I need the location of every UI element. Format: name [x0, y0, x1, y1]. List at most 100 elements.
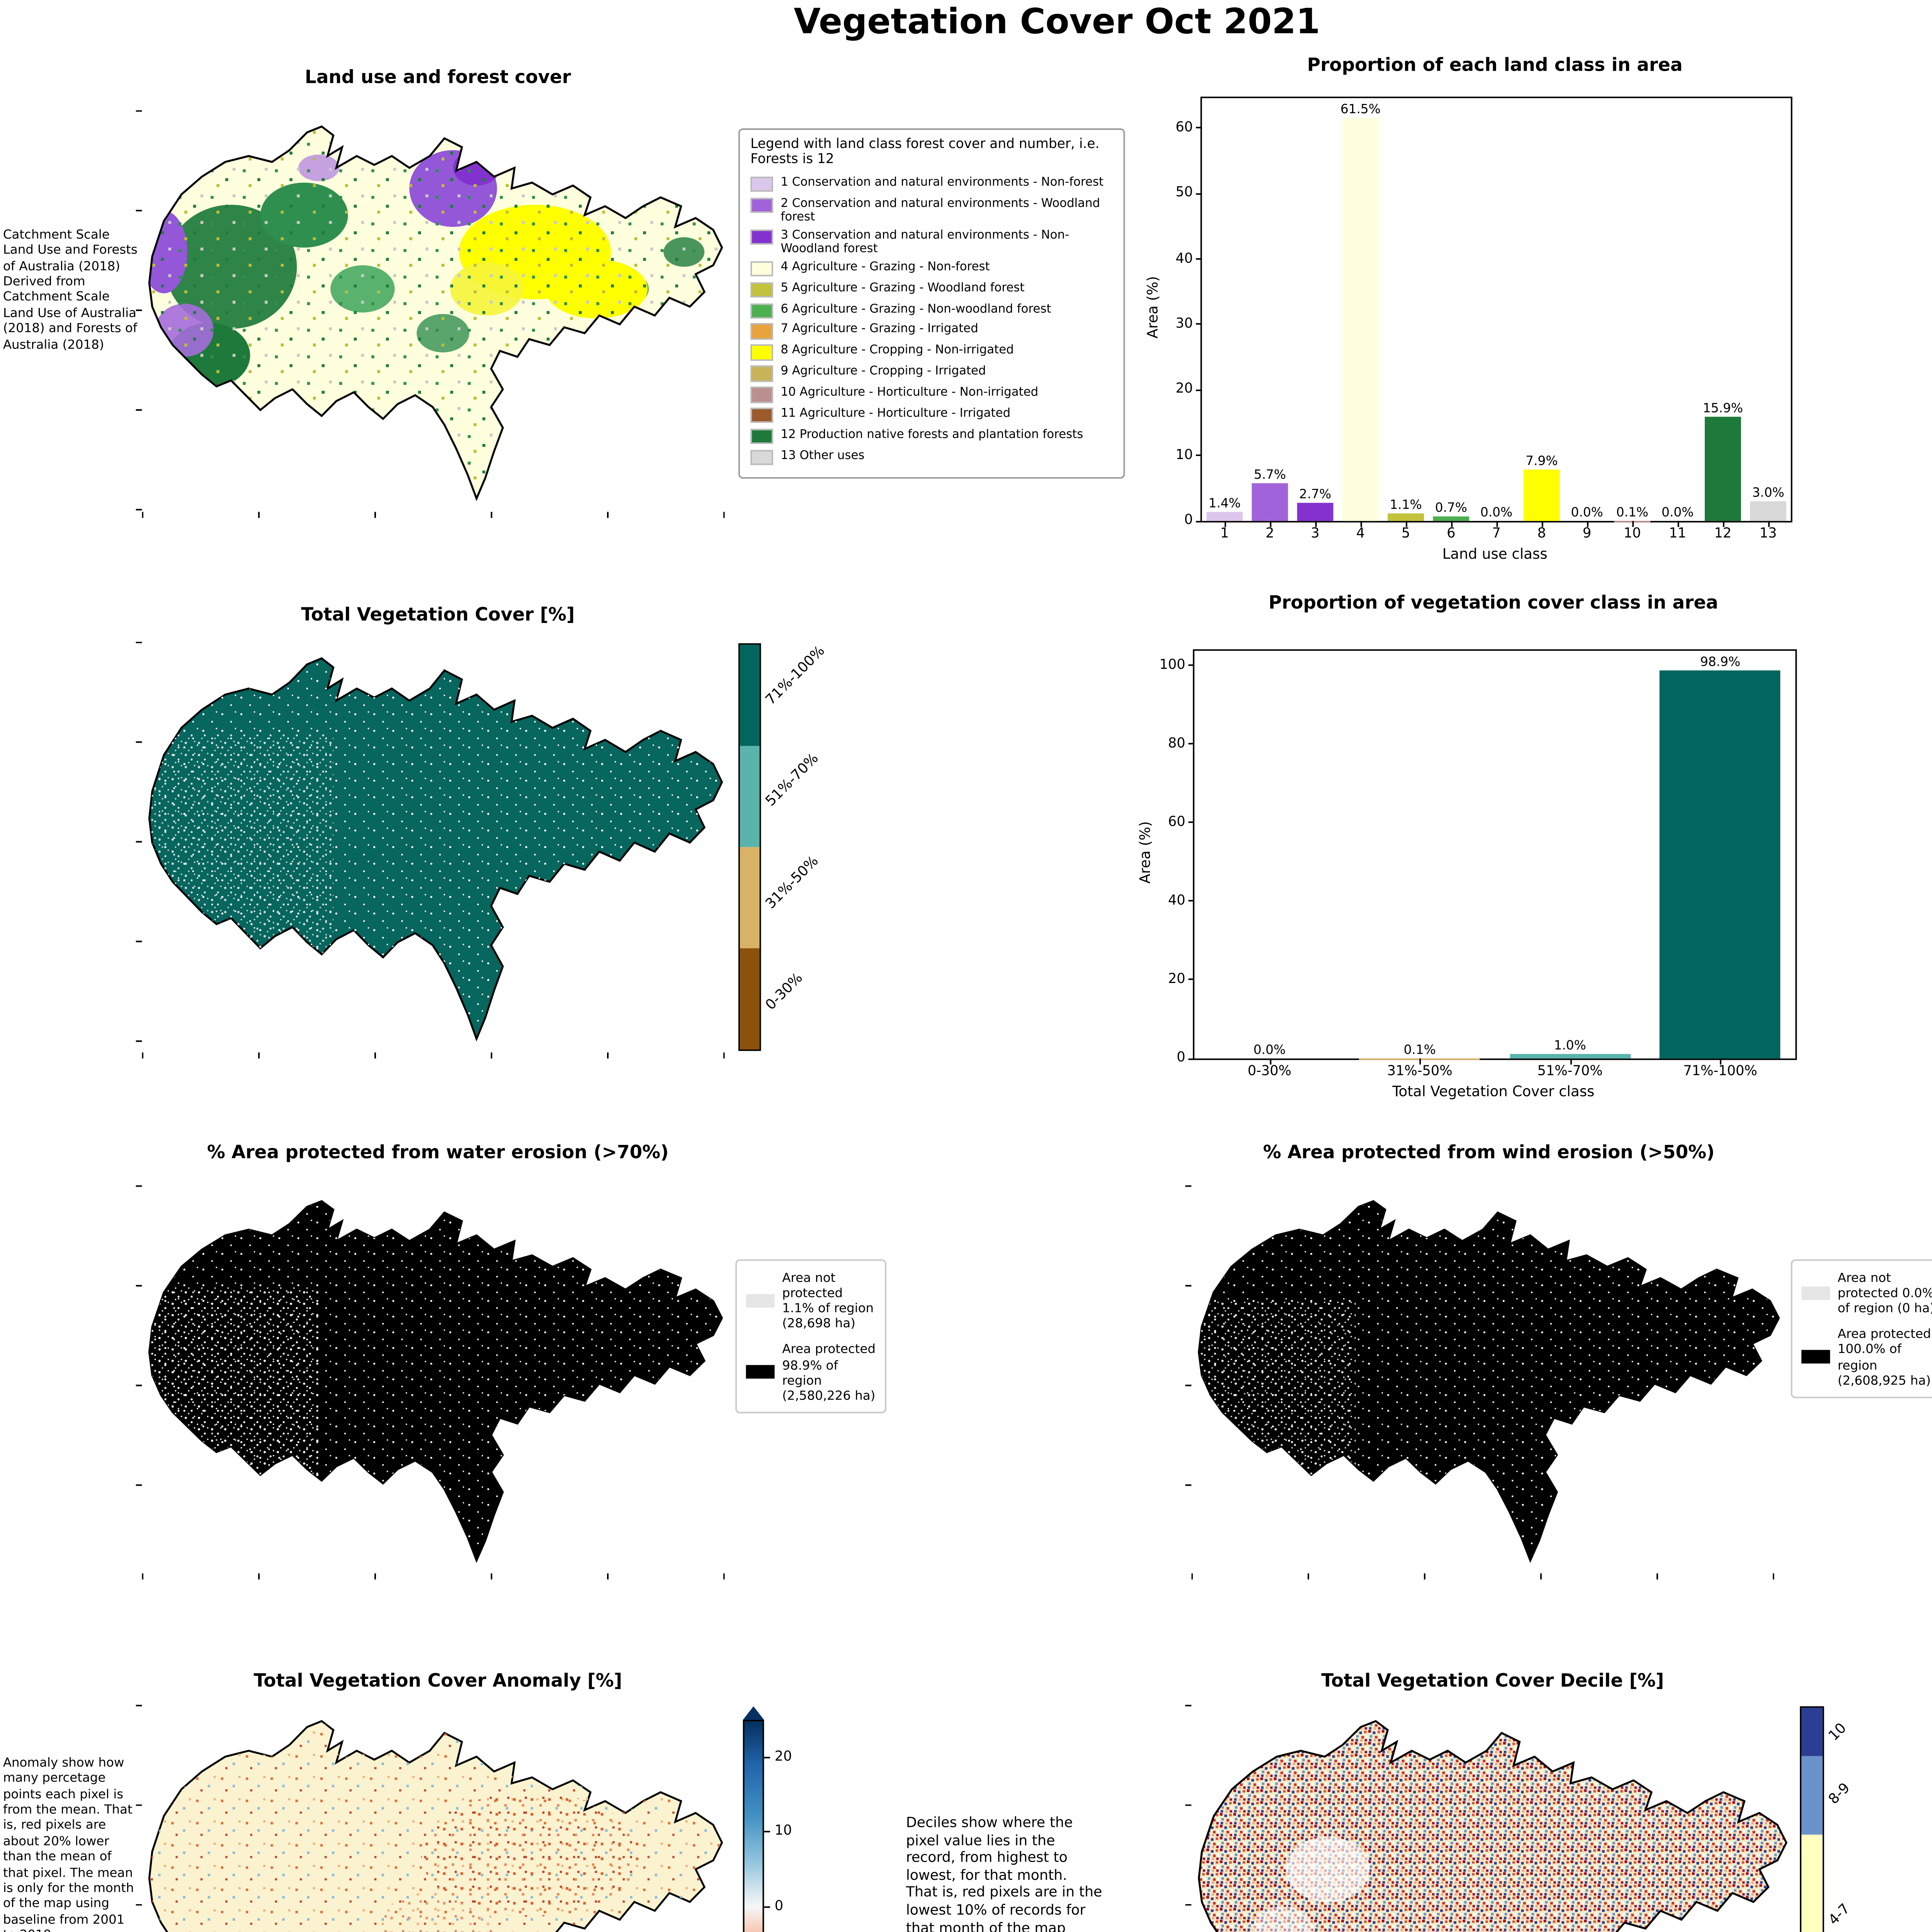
- x-tick: [1632, 521, 1634, 526]
- colorbar-tick-label: 20: [774, 1749, 792, 1765]
- anomaly-map-svg: [148, 1720, 723, 1932]
- colorbar-tick: [764, 1905, 770, 1907]
- legend-label: 8 Agriculture - Cropping - Non-irrigated: [781, 343, 1014, 357]
- bar: [1297, 503, 1333, 521]
- legend-swatch: [746, 1293, 775, 1308]
- x-tick-label: 9: [1582, 527, 1592, 542]
- vegcover-map: [136, 641, 730, 1059]
- x-tick-label: 13: [1759, 527, 1777, 542]
- landuse-legend: Legend with land class forest cover and …: [738, 128, 1125, 478]
- vegcover-map-svg: [148, 657, 723, 1042]
- vegclass-chart-title: Proportion of vegetation cover class in …: [1268, 592, 1718, 613]
- legend-swatch: [1801, 1350, 1830, 1364]
- y-tick: [1187, 979, 1195, 981]
- legend-swatch: [750, 176, 773, 192]
- colorbar-segment: [1801, 1708, 1823, 1756]
- legend-label: 11 Agriculture - Horticulture - Irrigate…: [781, 406, 1011, 420]
- y-tick: [1187, 665, 1195, 667]
- y-tick: [1187, 743, 1195, 745]
- bar-value-label: 2.7%: [1299, 486, 1332, 502]
- legend-swatch: [750, 229, 773, 245]
- legend-item: Area not protected 0.0% of region (0 ha): [1801, 1270, 1932, 1316]
- y-tick-label: 10: [1175, 448, 1193, 463]
- wind-erosion-legend: Area not protected 0.0% of region (0 ha)…: [1791, 1259, 1932, 1398]
- x-tick: [1225, 521, 1226, 526]
- legend-swatch: [750, 366, 773, 382]
- landclass-chart-xlabel: Land use class: [1442, 546, 1548, 563]
- bar-value-label: 0.1%: [1403, 1041, 1436, 1057]
- legend-swatch: [750, 407, 773, 424]
- y-tick: [1195, 324, 1202, 326]
- bar-value-label: 0.0%: [1480, 504, 1513, 520]
- legend-swatch: [750, 282, 773, 298]
- x-tick: [1270, 521, 1272, 526]
- y-tick-label: 20: [1168, 972, 1185, 988]
- bar-value-label: 1.0%: [1554, 1038, 1586, 1053]
- x-tick: [1541, 521, 1543, 526]
- colorbar-tick-label: 10: [774, 1824, 792, 1840]
- bar-value-label: 0.0%: [1661, 504, 1694, 520]
- bar-value-label: 0.0%: [1571, 504, 1603, 520]
- bar-value-label: 1.4%: [1208, 495, 1241, 510]
- legend-label: Area protected 100.0% of region (2,608,9…: [1837, 1326, 1931, 1387]
- y-tick-label: 0: [1184, 513, 1193, 529]
- x-tick: [1420, 1058, 1422, 1064]
- vegclass-bar-chart: Proportion of vegetation cover class in …: [1138, 586, 1835, 1114]
- bar-value-label: 5.7%: [1253, 467, 1286, 482]
- legend-item: 5 Agriculture - Grazing - Woodland fores…: [750, 280, 1113, 298]
- x-tick: [1360, 521, 1362, 526]
- y-tick-label: 30: [1175, 317, 1193, 332]
- legend-label: Area not protected 1.1% of region (28,69…: [782, 1270, 874, 1331]
- colorbar-tick: [764, 1756, 770, 1758]
- bar-value-label: 98.9%: [1700, 653, 1740, 669]
- y-tick: [1195, 193, 1202, 195]
- decile-map: [1185, 1704, 1793, 1932]
- vegclass-chart-xlabel: Total Vegetation Cover class: [1392, 1084, 1595, 1101]
- legend-swatch: [750, 345, 773, 361]
- x-tick: [1768, 521, 1770, 526]
- x-tick: [1677, 521, 1679, 526]
- y-tick: [1195, 258, 1202, 260]
- legend-label: 4 Agriculture - Grazing - Non-forest: [781, 259, 990, 273]
- x-tick: [1570, 1058, 1572, 1064]
- bar: [1388, 514, 1424, 521]
- decile-map-svg: [1198, 1720, 1787, 1932]
- legend-item: Area protected 98.9% of region (2,580,22…: [746, 1342, 876, 1403]
- legend-item: 2 Conservation and natural environments …: [750, 196, 1113, 224]
- legend-item: 7 Agriculture - Grazing - Irrigated: [750, 322, 1113, 340]
- vegclass-chart-ylabel: Area (%): [1138, 821, 1155, 884]
- anomaly-map: [136, 1704, 728, 1932]
- landuse-side-note: Catchment Scale Land Use and Forests of …: [3, 226, 138, 351]
- colorbar-segment: [740, 847, 760, 949]
- colorbar-tick: [764, 1831, 770, 1833]
- bar-value-label: 15.9%: [1702, 400, 1743, 416]
- colorbar-label: 51%-70%: [762, 751, 822, 811]
- legend-label: 7 Agriculture - Grazing - Irrigated: [781, 322, 978, 336]
- y-tick: [1187, 900, 1195, 902]
- colorbar-segment: [1801, 1755, 1823, 1835]
- legend-item: 3 Conservation and natural environments …: [750, 228, 1113, 256]
- bar-value-label: 7.9%: [1526, 452, 1558, 468]
- colorbar-label: 4-7: [1825, 1900, 1854, 1929]
- bar-value-label: 0.0%: [1253, 1042, 1286, 1057]
- x-tick-label: 4: [1356, 527, 1365, 542]
- vegcover-colorbar-labels: 71%-100% 51%-70% 31%-50% 0-30%: [761, 643, 867, 1051]
- legend-label: 6 Agriculture - Grazing - Non-woodland f…: [781, 301, 1051, 315]
- bar: [1252, 483, 1288, 521]
- decile-map-title: Total Vegetation Cover Decile [%]: [1321, 1670, 1664, 1691]
- bar-value-label: 1.1%: [1389, 497, 1422, 512]
- y-tick-label: 60: [1175, 121, 1193, 136]
- x-tick: [1315, 521, 1317, 526]
- bar-value-label: 0.7%: [1435, 500, 1467, 515]
- bar: [1523, 469, 1560, 521]
- water-erosion-legend-items: Area not protected 1.1% of region (28,69…: [746, 1270, 876, 1402]
- landuse-map: [136, 110, 730, 518]
- legend-swatch: [750, 197, 773, 213]
- x-tick-label: 51%-70%: [1537, 1065, 1603, 1080]
- legend-item: 13 Other uses: [750, 448, 1113, 466]
- bar-value-label: 0.1%: [1616, 503, 1648, 519]
- bar: [1206, 512, 1243, 521]
- legend-label: 13 Other uses: [781, 448, 865, 462]
